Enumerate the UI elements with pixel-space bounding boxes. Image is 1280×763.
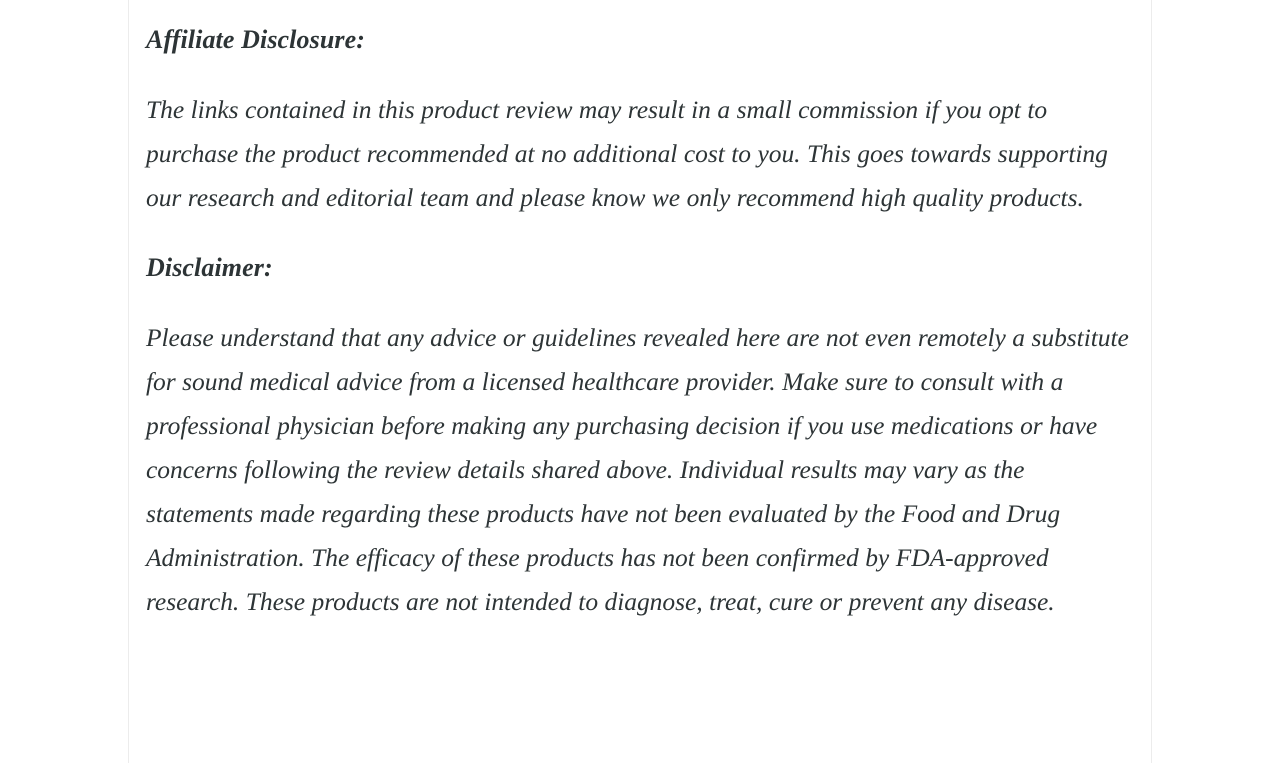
article-content-column: Affiliate Disclosure: The links containe… — [128, 0, 1152, 763]
affiliate-disclosure-heading: Affiliate Disclosure: — [146, 25, 365, 54]
affiliate-disclosure-paragraph: The links contained in this product revi… — [146, 95, 1108, 212]
article-body: Affiliate Disclosure: The links containe… — [146, 0, 1134, 624]
spacer — [146, 62, 1134, 88]
spacer — [146, 290, 1134, 316]
spacer — [146, 220, 1134, 246]
disclaimer-heading: Disclaimer: — [146, 253, 273, 282]
disclaimer-paragraph: Please understand that any advice or gui… — [146, 323, 1129, 616]
